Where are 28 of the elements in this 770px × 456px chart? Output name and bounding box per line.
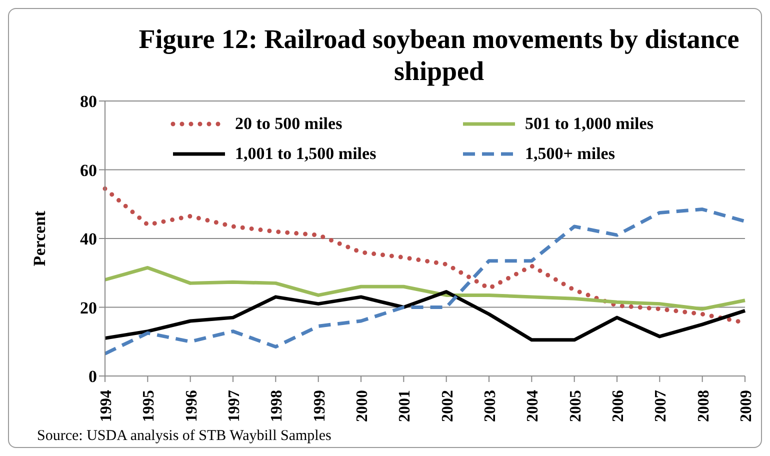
x-tick-label: 1997 <box>226 390 243 422</box>
y-tick-label: 80 <box>80 92 97 112</box>
legend-label: 1,500+ miles <box>525 144 615 164</box>
x-tick-label: 1995 <box>140 390 158 422</box>
x-tick-label: 1994 <box>98 390 115 422</box>
x-tick-label: 1999 <box>311 390 328 422</box>
source-note: Source: USDA analysis of STB Waybill Samples <box>37 428 332 445</box>
x-tick-label: 1996 <box>183 390 200 422</box>
x-tick-label: 2006 <box>610 390 627 422</box>
legend-label: 20 to 500 miles <box>235 114 342 134</box>
chart-title: Figure 12: Railroad soybean movements by distance shipped <box>138 23 740 87</box>
x-tick-label: 1998 <box>268 390 286 422</box>
y-tick-label: 20 <box>80 298 97 318</box>
legend-label: 501 to 1,000 miles <box>525 114 654 134</box>
y-tick-label: 40 <box>80 230 97 249</box>
x-tick-label: 2009 <box>738 390 755 422</box>
x-tick-label: 2004 <box>524 390 542 422</box>
y-tick-label: 60 <box>80 160 97 180</box>
x-tick-label: 2001 <box>396 390 414 422</box>
x-tick-label: 2002 <box>439 390 456 422</box>
legend-label: 1,001 to 1,500 miles <box>235 144 376 164</box>
y-axis-title: Percent <box>30 210 50 266</box>
x-tick-label: 2007 <box>652 390 670 422</box>
x-tick-label: 2003 <box>482 390 499 422</box>
x-tick-label: 2008 <box>695 390 712 422</box>
y-tick-label: 0 <box>88 367 97 386</box>
x-tick-label: 2005 <box>567 390 584 422</box>
x-tick-label: 2000 <box>354 390 371 422</box>
